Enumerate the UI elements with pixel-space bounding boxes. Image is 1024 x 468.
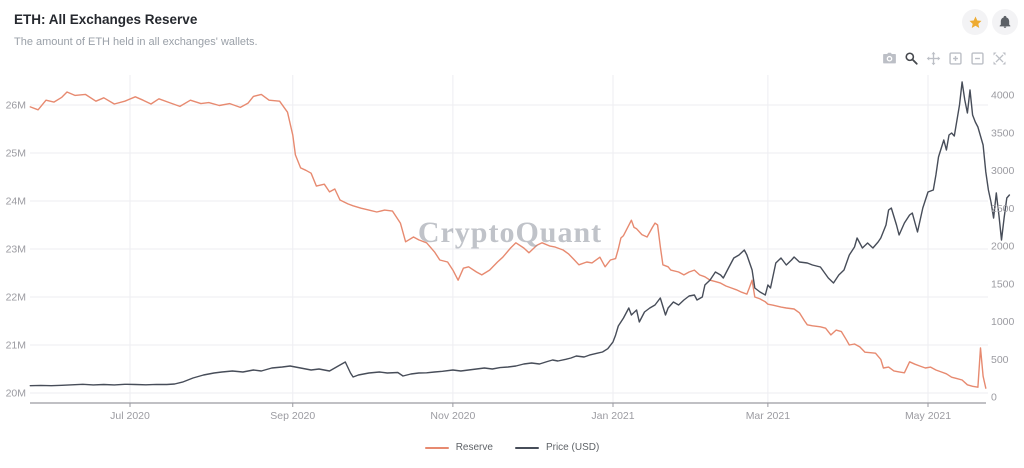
chart-toolbar: [882, 51, 1007, 66]
y-right-tick-label: 1000: [991, 316, 1015, 328]
y-right-tick-label: 1500: [991, 278, 1015, 290]
camera-icon[interactable]: [882, 51, 897, 66]
y-left-tick-label: 21M: [6, 340, 26, 352]
x-tick-label: Nov 2020: [430, 410, 475, 422]
alert-bell-icon[interactable]: [992, 9, 1018, 35]
header-actions: [962, 9, 1018, 35]
series-line-reserve: [29, 91, 987, 389]
y-left-tick-label: 24M: [6, 196, 26, 208]
y-right-tick-label: 4000: [991, 90, 1015, 102]
legend-label: Price (USD): [545, 442, 600, 453]
chart-legend: Reserve Price (USD): [0, 442, 1024, 453]
pan-icon[interactable]: [926, 51, 941, 66]
zoom-in-icon[interactable]: [948, 51, 963, 66]
favorite-star-icon[interactable]: [962, 9, 988, 35]
y-right-tick-label: 2000: [991, 241, 1015, 253]
y-right-tick-label: 0: [991, 392, 997, 404]
legend-item-reserve[interactable]: Reserve: [424, 442, 493, 453]
x-tick-label: May 2021: [905, 410, 951, 422]
y-left-tick-label: 23M: [6, 244, 26, 256]
y-left-tick-label: 26M: [6, 100, 26, 112]
y-right-tick-label: 3000: [991, 165, 1015, 177]
x-tick-label: Jul 2020: [110, 410, 150, 422]
zoom-out-icon[interactable]: [970, 51, 985, 66]
y-left-tick-label: 25M: [6, 148, 26, 160]
y-right-tick-label: 500: [991, 354, 1009, 366]
y-right-tick-label: 3500: [991, 127, 1015, 139]
legend-item-price-usd[interactable]: Price (USD): [514, 442, 600, 453]
page-title: ETH: All Exchanges Reserve: [14, 12, 198, 27]
legend-swatch: [514, 446, 539, 449]
x-tick-label: Mar 2021: [746, 410, 791, 422]
series-line-price-usd: [29, 81, 1011, 387]
y-left-tick-label: 22M: [6, 292, 26, 304]
y-right-tick-label: 2500: [991, 203, 1015, 215]
autoscale-icon[interactable]: [992, 51, 1007, 66]
legend-label: Reserve: [455, 442, 493, 453]
page-subtitle: The amount of ETH held in all exchanges'…: [14, 36, 258, 48]
y-left-tick-label: 20M: [6, 388, 26, 400]
x-tick-label: Sep 2020: [270, 410, 315, 422]
legend-swatch: [424, 446, 449, 449]
x-tick-label: Jan 2021: [591, 410, 634, 422]
zoom-icon[interactable]: [904, 51, 919, 66]
